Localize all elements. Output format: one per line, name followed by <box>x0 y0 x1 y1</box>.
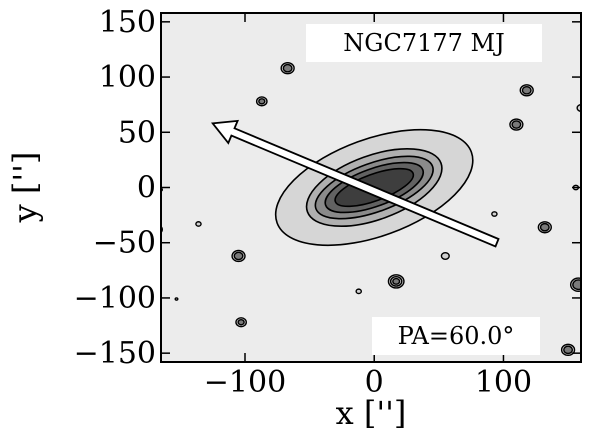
annotation-box <box>372 317 540 355</box>
source-18-contour-1 <box>174 297 179 301</box>
source-11-contour-1 <box>195 221 202 227</box>
source-19-contour-2 <box>563 345 574 355</box>
source-7-contour-2 <box>539 222 550 232</box>
x-axis-label: x [''] <box>336 394 407 432</box>
y-tick-label: 100 <box>99 60 156 95</box>
x-tick-label: 0 <box>365 365 384 400</box>
y-axis-label: y [''] <box>6 152 44 224</box>
source-2-contour-2 <box>258 98 266 105</box>
y-tick-label: 150 <box>99 5 156 40</box>
source-20-contour-2 <box>572 279 581 291</box>
source-13-contour-2 <box>233 251 244 261</box>
position-angle-arrow <box>210 119 500 248</box>
pa-arrow-shape <box>210 119 500 248</box>
y-tick-label: −150 <box>74 336 156 371</box>
source-4-contour-2 <box>511 120 522 129</box>
position-angle-annotation: PA=60.0° <box>398 322 515 350</box>
x-tick-label: −100 <box>204 365 286 400</box>
y-tick-label: −50 <box>93 226 156 261</box>
source-14-contour-3 <box>392 277 401 285</box>
source-3-contour-2 <box>521 85 532 95</box>
source-8-contour-1 <box>491 211 498 217</box>
axis-ticks: −100 0 100 150 100 50 0 −50 −100 −150 <box>74 5 581 400</box>
source-1-contour-2 <box>282 63 293 73</box>
x-tick-label: 100 <box>475 365 532 400</box>
y-tick-label: 50 <box>118 115 156 150</box>
chart-title: NGC7177 MJ <box>343 29 504 57</box>
title-box <box>306 24 542 62</box>
y-tick-label: −100 <box>74 281 156 316</box>
source-16-contour-1 <box>355 288 363 295</box>
source-17-contour-2 <box>237 319 245 326</box>
source-15-contour-1 <box>440 251 450 260</box>
y-tick-label: 0 <box>137 171 156 206</box>
